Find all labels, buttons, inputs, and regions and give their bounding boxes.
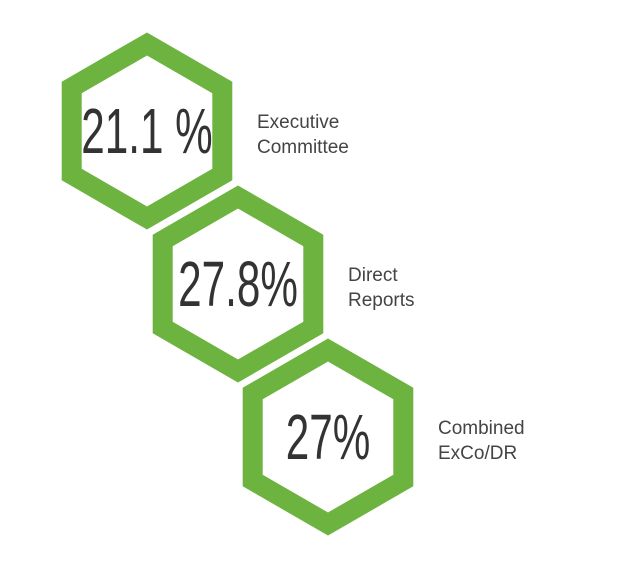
label: Executive	[257, 112, 339, 133]
percentage: 21.1 %	[81, 96, 213, 167]
hexagon	[61, 32, 233, 230]
percentage: 27%	[286, 402, 371, 473]
hexagon	[242, 338, 414, 536]
hexagon-item: 21.1 % Executive Committee	[61, 32, 349, 230]
hexagon	[152, 185, 324, 383]
label: Direct	[348, 265, 398, 286]
label: Reports	[348, 290, 415, 311]
label: Combined	[438, 418, 525, 439]
hexagon-item: 27% Combined ExCo/DR	[242, 338, 525, 536]
label: Committee	[257, 137, 349, 158]
hexagon-item: 27.8% Direct Reports	[152, 185, 415, 383]
percentage: 27.8%	[178, 249, 298, 320]
label: ExCo/DR	[438, 443, 517, 464]
